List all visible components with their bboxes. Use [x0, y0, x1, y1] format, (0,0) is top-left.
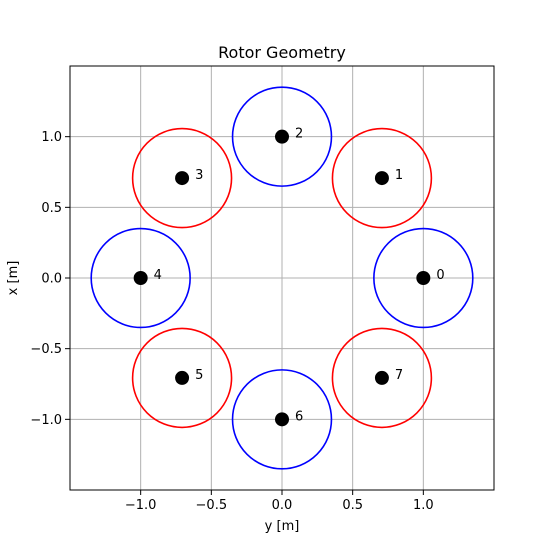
y-tick-label: 1.0 [41, 130, 62, 145]
y-axis-label: x [m] [6, 261, 21, 296]
y-tick-label: 0.0 [41, 272, 62, 287]
grid [70, 66, 494, 490]
rotor-label-4: 4 [154, 268, 162, 283]
y-tick-label: −0.5 [30, 342, 62, 357]
rotor-center-3 [175, 171, 189, 185]
rotor-label-7: 7 [395, 368, 403, 383]
ticks: −1.0 −0.5 0.0 0.5 1.0 −1.0 −0.5 0.0 0.5 1.0 [30, 130, 433, 513]
rotor-label-3: 3 [195, 168, 203, 183]
x-tick-label: 0.5 [342, 498, 363, 513]
chart-title: Rotor Geometry [218, 43, 346, 62]
rotor-center-0 [416, 271, 430, 285]
rotor-label-0: 0 [436, 268, 444, 283]
rotor-label-6: 6 [295, 409, 303, 424]
x-tick-label: −1.0 [125, 498, 157, 513]
rotor-label-1: 1 [395, 168, 403, 183]
x-tick-label: −0.5 [196, 498, 228, 513]
x-tick-label: 1.0 [413, 498, 434, 513]
x-tick-label: 0.0 [272, 498, 293, 513]
rotor-center-2 [275, 130, 289, 144]
rotor-center-7 [375, 371, 389, 385]
y-tick-label: −1.0 [30, 413, 62, 428]
rotor-center-6 [275, 412, 289, 426]
x-axis-label: y [m] [265, 519, 300, 534]
rotor-center-1 [375, 171, 389, 185]
rotor-label-2: 2 [295, 127, 303, 142]
y-tick-label: 0.5 [41, 201, 62, 216]
rotor-label-5: 5 [195, 368, 203, 383]
rotor-center-4 [134, 271, 148, 285]
rotor-center-5 [175, 371, 189, 385]
